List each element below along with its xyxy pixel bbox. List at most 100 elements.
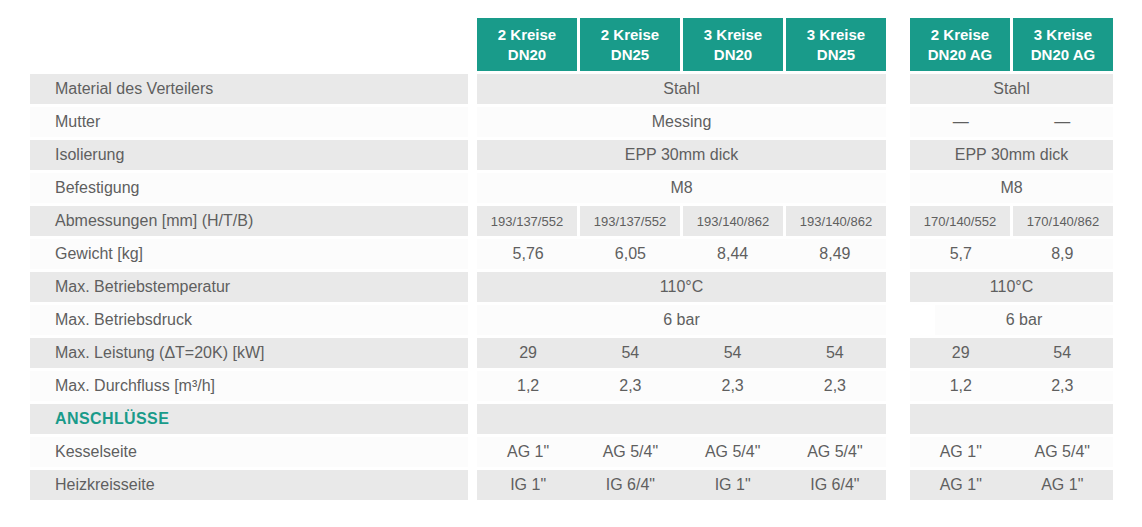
value-group: 5,76 6,05 8,44 8,49 (477, 239, 886, 269)
value-cell: 1,2 (910, 371, 1012, 401)
value-cell: 2,3 (682, 371, 784, 401)
value-cell: Stahl (477, 74, 886, 104)
row-label: Heizkreisseite (30, 470, 468, 500)
value-cell: EPP 30mm dick (477, 140, 886, 170)
value-group: 193/137/552 193/137/552 193/140/862 193/… (477, 206, 886, 236)
value-cell: 6 bar (935, 305, 1113, 335)
value-group: 1,2 2,3 (910, 371, 1113, 401)
value-group: 29 54 54 54 (477, 338, 886, 368)
value-cell: IG 6/4" (784, 470, 886, 500)
value-group: AG 1" AG 1" (910, 470, 1113, 500)
table-row-heizkreisseite: Heizkreisseite IG 1" IG 6/4" IG 1" IG 6/… (30, 470, 1113, 500)
header-spacer (30, 18, 468, 71)
row-label: Max. Leistung (ΔT=20K) [kW] (30, 338, 468, 368)
value-group: Messing (477, 107, 886, 137)
value-cell: IG 6/4" (579, 470, 681, 500)
value-group: M8 (910, 173, 1113, 203)
table-row-section-anschluesse: ANSCHLÜSSE (30, 404, 1113, 434)
table-row-isolierung: Isolierung EPP 30mm dick EPP 30mm dick (30, 140, 1113, 170)
row-label: Max. Durchfluss [m³/h] (30, 371, 468, 401)
value-cell: 54 (1012, 338, 1114, 368)
header-group-right: 2 Kreise DN20 AG 3 Kreise DN20 AG (910, 18, 1113, 71)
value-cell: AG 1" (477, 437, 579, 467)
value-cell: — (1012, 107, 1114, 137)
value-group: 5,7 8,9 (910, 239, 1113, 269)
value-cell: 5,7 (910, 239, 1012, 269)
value-cell: 193/137/552 (477, 206, 577, 236)
column-header: 3 Kreise DN20 (683, 18, 783, 71)
column-header: 2 Kreise DN25 (580, 18, 680, 71)
section-band (910, 404, 1113, 434)
column-header: 3 Kreise DN25 (786, 18, 886, 71)
table-row-mutter: Mutter Messing — — (30, 107, 1113, 137)
value-cell: AG 1" (910, 470, 1012, 500)
row-label: Mutter (30, 107, 468, 137)
value-group: 1,2 2,3 2,3 2,3 (477, 371, 886, 401)
table-row-leistung: Max. Leistung (ΔT=20K) [kW] 29 54 54 54 … (30, 338, 1113, 368)
value-group: — — (910, 107, 1113, 137)
value-cell: 170/140/862 (1013, 206, 1113, 236)
value-group: EPP 30mm dick (910, 140, 1113, 170)
table-row-befestigung: Befestigung M8 M8 (30, 173, 1113, 203)
value-group: IG 1" IG 6/4" IG 1" IG 6/4" (477, 470, 886, 500)
value-cell: 2,3 (1012, 371, 1114, 401)
value-cell: IG 1" (477, 470, 579, 500)
value-cell: 193/140/862 (683, 206, 783, 236)
row-label: Abmessungen [mm] (H/T/B) (30, 206, 468, 236)
value-cell: 193/140/862 (786, 206, 886, 236)
spec-table: 2 Kreise DN20 2 Kreise DN25 3 Kreise DN2… (30, 18, 1113, 500)
value-cell: Messing (477, 107, 886, 137)
value-cell: — (910, 107, 1012, 137)
value-cell: IG 1" (682, 470, 784, 500)
row-label: Max. Betriebsdruck (30, 305, 468, 335)
value-group: 110°C (477, 272, 886, 302)
value-cell: 8,44 (682, 239, 784, 269)
value-cell: 6 bar (477, 305, 886, 335)
value-cell: 110°C (910, 272, 1113, 302)
row-label: Kesselseite (30, 437, 468, 467)
value-group: 6 bar (910, 305, 1113, 335)
value-cell: 8,49 (784, 239, 886, 269)
value-group: Stahl (477, 74, 886, 104)
table-row-gewicht: Gewicht [kg] 5,76 6,05 8,44 8,49 5,7 8,9 (30, 239, 1113, 269)
value-cell: EPP 30mm dick (910, 140, 1113, 170)
column-header: 2 Kreise DN20 AG (910, 18, 1010, 71)
row-label: Befestigung (30, 173, 468, 203)
value-cell: M8 (477, 173, 886, 203)
table-row-betriebstemperatur: Max. Betriebstemperatur 110°C 110°C (30, 272, 1113, 302)
value-cell: 54 (682, 338, 784, 368)
value-cell: AG 1" (1012, 470, 1114, 500)
value-cell: AG 5/4" (784, 437, 886, 467)
value-group: AG 1" AG 5/4" AG 5/4" AG 5/4" (477, 437, 886, 467)
value-group: EPP 30mm dick (477, 140, 886, 170)
value-cell: 110°C (477, 272, 886, 302)
value-group: 6 bar (477, 305, 886, 335)
value-cell: AG 1" (910, 437, 1012, 467)
value-cell: 54 (579, 338, 681, 368)
table-header-row: 2 Kreise DN20 2 Kreise DN25 3 Kreise DN2… (30, 18, 1113, 71)
table-row-material: Material des Verteilers Stahl Stahl (30, 74, 1113, 104)
section-band (477, 404, 886, 434)
value-cell: 170/140/552 (910, 206, 1010, 236)
row-label: Isolierung (30, 140, 468, 170)
value-cell: 29 (910, 338, 1012, 368)
table-row-betriebsdruck: Max. Betriebsdruck 6 bar 6 bar (30, 305, 1113, 335)
table-row-durchfluss: Max. Durchfluss [m³/h] 1,2 2,3 2,3 2,3 1… (30, 371, 1113, 401)
value-cell: 193/137/552 (580, 206, 680, 236)
value-cell: AG 5/4" (682, 437, 784, 467)
section-title: ANSCHLÜSSE (30, 404, 468, 434)
value-cell: 5,76 (477, 239, 579, 269)
column-header: 3 Kreise DN20 AG (1013, 18, 1113, 71)
value-cell: Stahl (910, 74, 1113, 104)
value-cell: 6,05 (579, 239, 681, 269)
value-cell: 54 (784, 338, 886, 368)
value-cell: 8,9 (1012, 239, 1114, 269)
table-row-abmessungen: Abmessungen [mm] (H/T/B) 193/137/552 193… (30, 206, 1113, 236)
value-cell: AG 5/4" (579, 437, 681, 467)
row-label: Max. Betriebstemperatur (30, 272, 468, 302)
row-label: Material des Verteilers (30, 74, 468, 104)
value-cell: M8 (910, 173, 1113, 203)
value-cell: 1,2 (477, 371, 579, 401)
value-cell: AG 5/4" (1012, 437, 1114, 467)
column-header: 2 Kreise DN20 (477, 18, 577, 71)
